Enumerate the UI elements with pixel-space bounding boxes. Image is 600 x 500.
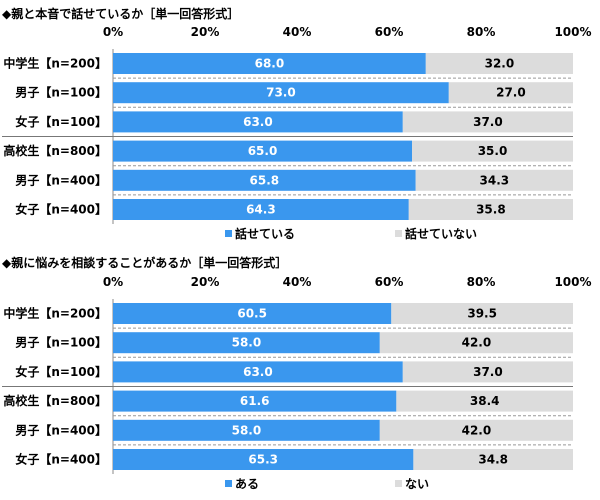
bar-segment-positive — [113, 419, 380, 441]
bar-segment-positive — [113, 111, 403, 133]
data-label: 37.0 — [473, 365, 503, 379]
chart-talk-honestly: ◆親と本音で話せているか［単一回答形式］ 0% 20% 40% 60% 80% 100% 中… — [2, 7, 592, 241]
legend-swatch — [225, 480, 232, 487]
tick-label: 20% — [191, 25, 220, 39]
bar-segment-positive — [113, 332, 380, 354]
data-label: 65.3 — [248, 453, 278, 467]
legend-swatch — [395, 230, 402, 237]
category-label: 中学生【n=200】 — [3, 56, 107, 71]
category-label: 女子【n=100】 — [15, 364, 107, 379]
bar-segment-positive — [113, 169, 416, 191]
tick-label: 100% — [554, 25, 591, 39]
data-label: 68.0 — [255, 57, 285, 71]
bar-segment-negative — [412, 140, 573, 162]
data-label: 65.8 — [250, 173, 280, 187]
bar-segment-negative — [425, 53, 573, 74]
data-label: 58.0 — [232, 423, 262, 437]
data-label: 60.5 — [237, 307, 267, 321]
chart-title: ◆親に悩みを相談することがあるか［単一回答形式］ — [2, 256, 288, 270]
tick-label: 20% — [191, 275, 220, 289]
tick-label: 80% — [467, 25, 496, 39]
category-label: 中学生【n=200】 — [3, 306, 107, 321]
data-label: 27.0 — [496, 86, 526, 100]
bar-segment-negative — [402, 111, 573, 133]
bar-segment-positive — [113, 390, 397, 412]
chart-title: ◆親と本音で話せているか［単一回答形式］ — [2, 7, 240, 21]
bar-segment-negative — [402, 361, 573, 383]
data-label: 63.0 — [243, 365, 273, 379]
category-label: 高校生【n=800】 — [3, 393, 107, 408]
data-label: 65.0 — [248, 144, 278, 158]
legend-label: ある — [235, 477, 259, 491]
bar-segment-positive — [113, 53, 426, 74]
category-label: 女子【n=400】 — [15, 202, 107, 217]
category-label: 高校生【n=800】 — [3, 143, 107, 158]
category-label: 男子【n=100】 — [15, 85, 107, 100]
data-label: 42.0 — [462, 336, 492, 350]
data-label: 34.3 — [480, 173, 510, 187]
legend-label: 話せている — [235, 226, 295, 241]
tick-label: 60% — [375, 25, 404, 39]
bar-segment-negative — [396, 390, 573, 412]
bar-segment-positive — [113, 140, 412, 162]
category-label: 男子【n=100】 — [15, 335, 107, 350]
bar-segment-positive — [113, 449, 414, 470]
data-label: 39.5 — [467, 307, 497, 321]
data-label: 42.0 — [462, 423, 492, 437]
data-label: 63.0 — [243, 115, 273, 129]
bar-segment-negative — [415, 169, 573, 191]
data-label: 32.0 — [485, 57, 515, 71]
tick-label: 0% — [103, 275, 123, 289]
bar-segment-positive — [113, 199, 409, 220]
bar-segment-positive — [113, 303, 392, 324]
data-label: 58.0 — [232, 336, 262, 350]
data-label: 64.3 — [246, 203, 276, 217]
chart-svg: 0% 20% 40% 60% 80% 100% 中学生【n=200】 60.5 39.5 男子【n… — [2, 275, 592, 491]
legend-label: 話せていない — [405, 226, 477, 241]
data-label: 61.6 — [240, 394, 270, 408]
chart-consult-worries: ◆親に悩みを相談することがあるか［単一回答形式］ 0% 20% 40% 60% 80% 1… — [0, 250, 600, 500]
category-label: 女子【n=400】 — [15, 452, 107, 467]
data-label: 38.4 — [470, 394, 500, 408]
data-label: 35.0 — [478, 144, 508, 158]
tick-label: 80% — [467, 275, 496, 289]
category-label: 男子【n=400】 — [15, 422, 107, 437]
legend-swatch — [395, 480, 402, 487]
tick-label: 40% — [283, 25, 312, 39]
data-label: 34.8 — [478, 453, 508, 467]
bar-segment-negative — [413, 449, 573, 470]
tick-label: 100% — [554, 275, 591, 289]
tick-label: 40% — [283, 275, 312, 289]
bar-segment-negative — [379, 332, 573, 354]
bar-segment-negative — [408, 199, 573, 220]
tick-label: 0% — [103, 25, 123, 39]
category-label: 男子【n=400】 — [15, 172, 107, 187]
bar-segment-positive — [113, 361, 403, 383]
legend-label: ない — [405, 477, 429, 491]
bar-segment-negative — [379, 419, 573, 441]
tick-label: 60% — [375, 275, 404, 289]
data-label: 35.8 — [476, 203, 506, 217]
data-label: 37.0 — [473, 115, 503, 129]
bar-segment-negative — [448, 82, 573, 104]
legend-swatch — [225, 230, 232, 237]
data-label: 73.0 — [266, 86, 296, 100]
bar-segment-positive — [113, 82, 449, 104]
category-label: 女子【n=100】 — [15, 114, 107, 129]
bar-segment-negative — [391, 303, 573, 324]
chart-svg: 0% 20% 40% 60% 80% 100% 中学生【n=200】 68.0 32.0 男子【n… — [2, 25, 592, 241]
